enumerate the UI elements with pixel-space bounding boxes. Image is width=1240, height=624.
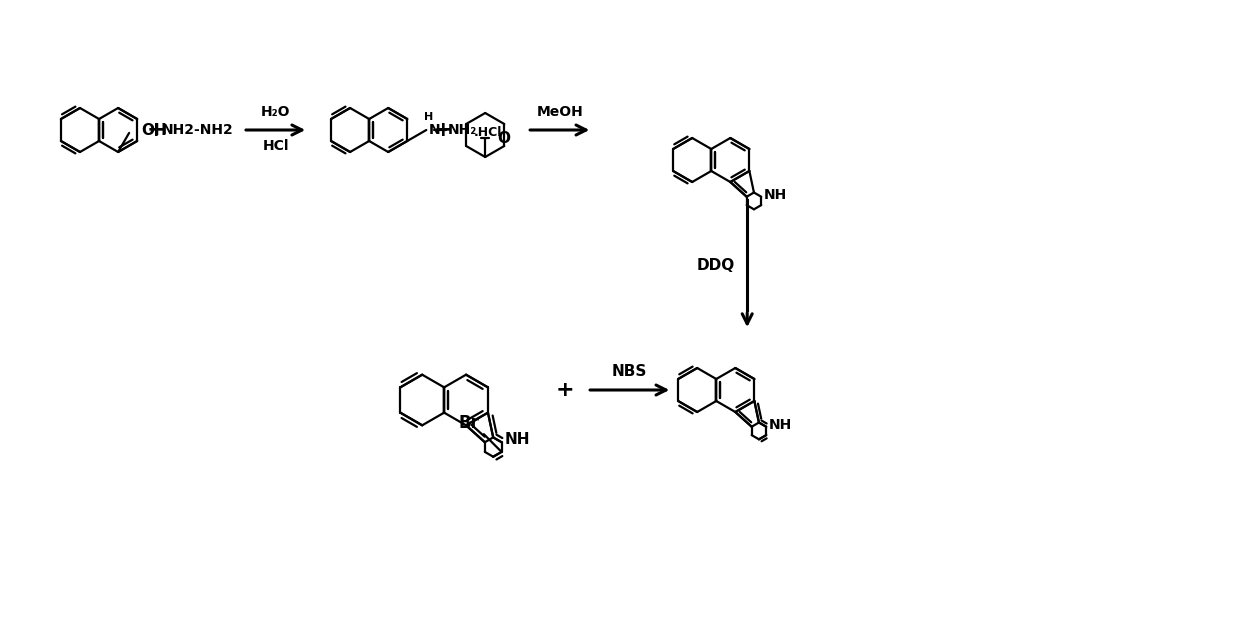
Text: H: H <box>424 112 433 122</box>
Text: NBS: NBS <box>613 364 647 379</box>
Text: N: N <box>428 123 440 137</box>
Text: NH2-NH2: NH2-NH2 <box>162 123 234 137</box>
Text: O: O <box>497 131 510 146</box>
Text: HCl: HCl <box>263 139 289 153</box>
Text: +: + <box>146 120 165 140</box>
Text: OH: OH <box>141 124 167 139</box>
Text: +: + <box>556 380 574 400</box>
Text: NH: NH <box>505 432 529 447</box>
Text: DDQ: DDQ <box>697 258 735 273</box>
Text: NH: NH <box>769 417 792 432</box>
Text: MeOH: MeOH <box>537 105 583 119</box>
Text: NH₂: NH₂ <box>448 123 477 137</box>
Text: .HCl: .HCl <box>474 125 502 139</box>
Text: Br: Br <box>459 414 480 432</box>
Text: +: + <box>434 120 453 140</box>
Text: H₂O: H₂O <box>260 105 290 119</box>
Text: NH: NH <box>764 188 787 202</box>
